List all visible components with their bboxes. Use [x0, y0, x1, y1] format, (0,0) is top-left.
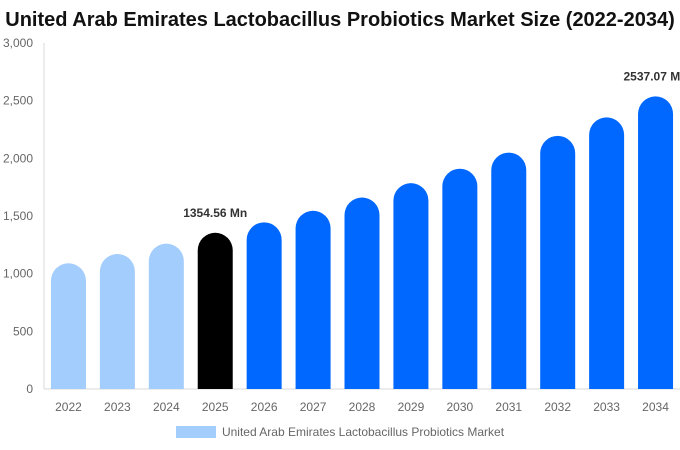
chart-legend[interactable]: United Arab Emirates Lactobacillus Probi…: [0, 425, 680, 439]
y-tick-label: 2,500: [3, 94, 33, 108]
bar-2028[interactable]: [344, 197, 380, 389]
bar-2025[interactable]: [197, 232, 233, 389]
bar-2023[interactable]: [99, 254, 135, 389]
bar-2029[interactable]: [393, 183, 429, 389]
bar-2026[interactable]: [246, 222, 282, 389]
y-tick-label: 0: [26, 382, 33, 396]
y-tick-label: 3,000: [3, 36, 33, 50]
chart-title: United Arab Emirates Lactobacillus Probi…: [5, 9, 675, 31]
x-tick-label-2030: 2030: [446, 400, 473, 414]
bar-2033[interactable]: [589, 117, 625, 389]
x-tick-label-2025: 2025: [202, 400, 229, 414]
x-tick-label-2034: 2034: [642, 400, 669, 414]
x-tick-label-2023: 2023: [104, 400, 131, 414]
x-tick-label-2027: 2027: [300, 400, 327, 414]
bar-2031[interactable]: [491, 152, 527, 389]
x-tick-label-2028: 2028: [349, 400, 376, 414]
chart-bars: [50, 96, 674, 389]
x-tick-label-2029: 2029: [398, 400, 425, 414]
y-tick-label: 1,500: [3, 209, 33, 223]
x-tick-label-2032: 2032: [544, 400, 571, 414]
x-tick-label-2033: 2033: [593, 400, 620, 414]
legend-label: United Arab Emirates Lactobacillus Probi…: [221, 425, 505, 439]
legend-swatch: [175, 426, 216, 438]
chart-data-labels: 1354.56 Mn 2537.07 Mn: [183, 69, 680, 219]
x-tick-label-2024: 2024: [153, 400, 180, 414]
bar-2032[interactable]: [540, 135, 576, 389]
x-tick-label-2031: 2031: [495, 400, 522, 414]
data-label-2034: 2537.07 Mn: [624, 69, 680, 83]
chart-axes: 0 500 1,000 1,500 2,000 2,500 3,000 2022 2023 202…: [3, 36, 680, 414]
y-tick-label: 2,000: [3, 151, 33, 165]
bar-2030[interactable]: [442, 168, 478, 389]
data-label-2025: 1354.56 Mn: [183, 206, 247, 220]
bar-2027[interactable]: [295, 210, 331, 389]
x-tick-label-2026: 2026: [251, 400, 278, 414]
x-tick-label-2022: 2022: [55, 400, 82, 414]
bar-2022[interactable]: [50, 263, 86, 389]
bar-2024[interactable]: [148, 243, 184, 389]
bar-2034[interactable]: [638, 96, 674, 389]
y-tick-label: 500: [13, 324, 33, 338]
y-tick-label: 1,000: [3, 267, 33, 281]
